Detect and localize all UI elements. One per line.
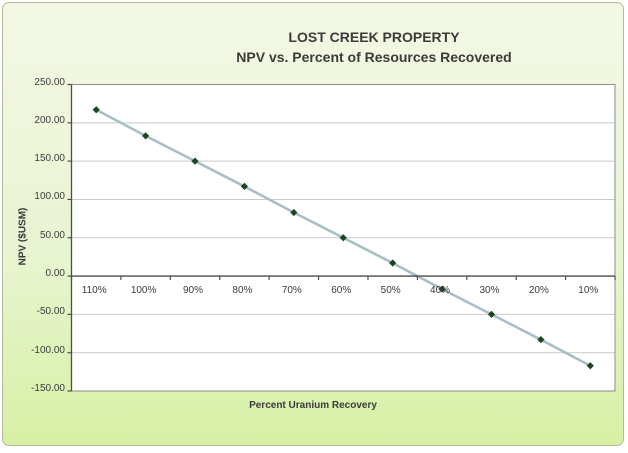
- data-point-marker: [290, 208, 298, 217]
- data-point-marker: [537, 336, 545, 344]
- chart-title-block: LOST CREEK PROPERTY NPV vs. Percent of R…: [236, 27, 511, 67]
- x-tick-label: 40%: [430, 285, 451, 297]
- chart-subtitle: NPV vs. Percent of Resources Recovered: [236, 49, 512, 65]
- data-point-marker: [389, 259, 397, 267]
- x-tick-label: 80%: [232, 285, 253, 297]
- data-point-marker: [339, 234, 347, 242]
- data-point-marker: [142, 132, 150, 140]
- x-axis-title: Percent Uranium Recovery: [249, 400, 377, 411]
- x-tick-label: 30%: [479, 285, 500, 297]
- x-tick-label: 70%: [281, 285, 302, 297]
- data-point-marker: [487, 310, 496, 318]
- data-point-marker: [240, 182, 249, 191]
- x-tick-label: 50%: [380, 285, 401, 297]
- x-tick-label: 100%: [130, 285, 157, 297]
- y-tick-label: 50.00: [39, 229, 65, 241]
- data-point-marker: [586, 362, 594, 370]
- data-point-marker: [438, 285, 446, 293]
- y-tick-label: 150.00: [34, 153, 65, 165]
- y-tick-label: 200.00: [34, 114, 65, 126]
- y-tick-label: 250.00: [34, 76, 65, 88]
- data-point-marker: [92, 106, 100, 114]
- x-tick-label: 60%: [331, 285, 352, 297]
- chart-title: LOST CREEK PROPERTY: [288, 29, 460, 45]
- y-tick-label: -150.00: [31, 383, 65, 394]
- x-tick-label: 90%: [183, 285, 204, 297]
- plot-area: [67, 83, 616, 392]
- y-tick-label: -100.00: [31, 344, 65, 356]
- x-tick-label: 20%: [528, 285, 549, 297]
- y-tick-label: 0.00: [45, 268, 65, 280]
- y-tick-label: -50.00: [36, 306, 65, 318]
- x-tick-label: 110%: [81, 285, 107, 297]
- y-tick-label: 100.00: [34, 191, 65, 203]
- chart-frame: LOST CREEK PROPERTY NPV vs. Percent of R…: [2, 2, 624, 446]
- data-point-marker: [191, 157, 199, 165]
- x-tick-label: 10%: [578, 285, 599, 297]
